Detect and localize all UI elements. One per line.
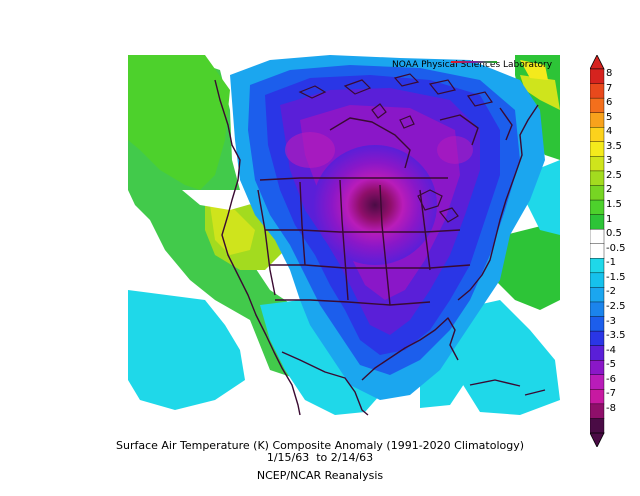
map-title: Surface Air Temperature (K) Composite An… [115,439,525,452]
colorbar-top-arrow [590,55,605,70]
colorbar-tick-label: 4 [606,126,613,138]
colorbar-swatch [590,141,605,157]
map-date-range: 1/15/63 to 2/14/63 [266,451,374,464]
colorbar-tick-label: -7 [606,388,616,400]
colorbar-tick-label: -4 [606,344,616,356]
colorbar-tick-label: -1 [606,257,616,269]
islands [298,73,493,107]
colorbar-swatch [590,418,605,434]
map-source: NCEP/NCAR Reanalysis [256,469,384,482]
colorbar [590,55,605,447]
colorbar-tick-label: 1.5 [606,199,622,211]
colorbar-swatch [590,360,605,376]
colorbar-swatch [590,301,605,318]
colorbar-tick-label: 5 [606,111,613,123]
colorbar-tick-label: -1.5 [606,271,626,283]
colorbar-swatch [590,272,605,288]
colorbar-swatch [590,258,605,274]
colorbar-tick-label: 1 [606,213,613,225]
colorbar-swatch [590,127,605,143]
colorbar-tick-label: -3 [606,315,616,327]
map-outlines [214,79,546,416]
colorbar-tick-label: 0.5 [606,228,622,240]
colorbar-swatch [590,199,605,216]
colorbar-tick-label: 2 [606,184,613,196]
colorbar-swatch [590,214,605,230]
colorbar-tick-label: -3.5 [606,330,626,342]
colorbar-tick-label: -2.5 [606,300,626,312]
colorbar-tick-label: -8 [606,402,616,414]
colorbar-tick-label: 7 [606,82,613,94]
colorbar-tick-label: -5 [606,359,616,371]
colorbar-swatch [590,374,605,390]
colorbar-swatch [590,389,605,405]
colorbar-tick-label: 2.5 [606,169,622,181]
colorbar-swatch [590,228,605,245]
colorbar-tick-label: 8 [606,68,613,79]
colorbar-swatch [590,403,605,419]
colorbar-tick-label: -6 [606,373,616,385]
colorbar-swatch [590,185,605,201]
colorbar-swatch [590,345,605,361]
colorbar-swatch [590,83,605,99]
colorbar-tick-label: -0.5 [606,242,626,254]
colorbar-tick-label: 3 [606,155,613,167]
colorbar-swatch [590,170,605,186]
colorbar-swatch [590,97,605,114]
colorbar-swatch [590,156,605,172]
colorbar-swatch [590,243,605,259]
colorbar-swatch [590,68,605,85]
map-field [128,55,560,415]
colorbar-tick-label: 6 [606,97,613,109]
colorbar-swatch [590,316,605,332]
colorbar-bottom-arrow [590,432,605,447]
credit-underline [451,61,497,63]
colorbar-swatch [590,287,605,303]
credit-text: NOAA Physical Sciences Laboratory [392,60,553,70]
lakes [371,103,459,223]
colorbar-swatch [590,330,605,347]
colorbar-tick-label: -2 [606,286,616,298]
colorbar-swatch [590,112,605,128]
colorbar-tick-label: 3.5 [606,140,622,152]
